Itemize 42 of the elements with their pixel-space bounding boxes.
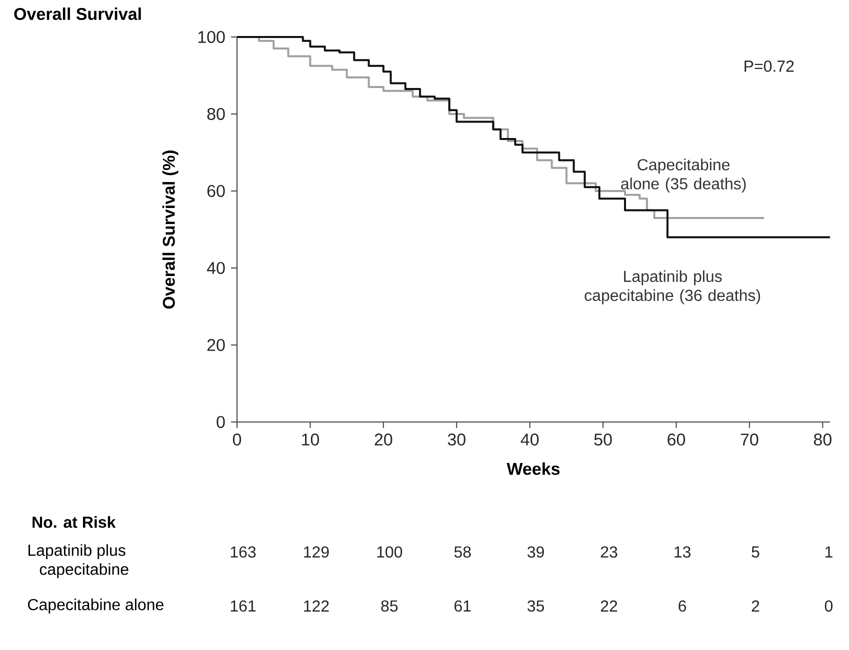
text: No. at Risk: [32, 516, 116, 528]
x-tick-label: 10: [302, 434, 320, 446]
y-tick-label: 20: [207, 338, 225, 352]
text: 100: [377, 546, 402, 558]
text: 13: [674, 546, 690, 558]
y-tick-label: 60: [207, 184, 225, 198]
annotation: P=0.72: [744, 60, 794, 72]
text: 58: [454, 546, 471, 558]
x-tick-label: 20: [374, 434, 392, 446]
text: 122: [304, 600, 329, 612]
y-tick-label: 100: [198, 30, 225, 44]
text: 129: [304, 546, 329, 558]
y-tick-label: 80: [207, 108, 225, 120]
text: 5: [752, 546, 760, 558]
text: 163: [230, 546, 256, 558]
text: 161: [230, 600, 256, 612]
text: 22: [600, 600, 618, 612]
y-tick-label: 40: [206, 262, 225, 274]
text: Capecitabine alone: [28, 598, 164, 614]
text: 39: [528, 546, 544, 558]
text: 85: [381, 600, 398, 612]
text: 6: [678, 600, 686, 612]
text: 2: [752, 600, 760, 612]
x-axis-title: Weeks: [506, 462, 560, 475]
text: Overall Survival: [14, 8, 141, 20]
x-tick-label: 80: [814, 434, 832, 446]
x-tick-label: 50: [594, 434, 612, 446]
x-tick-label: 60: [668, 434, 686, 446]
text: 1: [825, 546, 832, 558]
y-axis-title: Overall Survival (%): [162, 150, 178, 309]
x-tick-label: 40: [520, 434, 539, 446]
text: Lapatinib plus capecitabine: [28, 544, 128, 578]
series-label: Capecitabine alone (35 deaths): [621, 158, 746, 193]
text: Lapatinib plus capecitabine (36 deaths): [584, 270, 760, 304]
text: 23: [600, 546, 618, 558]
x-tick-label: 30: [448, 434, 466, 446]
y-tick-label: 0: [216, 416, 225, 428]
x-tick-label: 70: [740, 434, 758, 446]
text: 0: [824, 600, 833, 612]
text: 61: [454, 600, 471, 612]
x-tick-label: 0: [232, 434, 242, 446]
text: 35: [528, 600, 544, 612]
